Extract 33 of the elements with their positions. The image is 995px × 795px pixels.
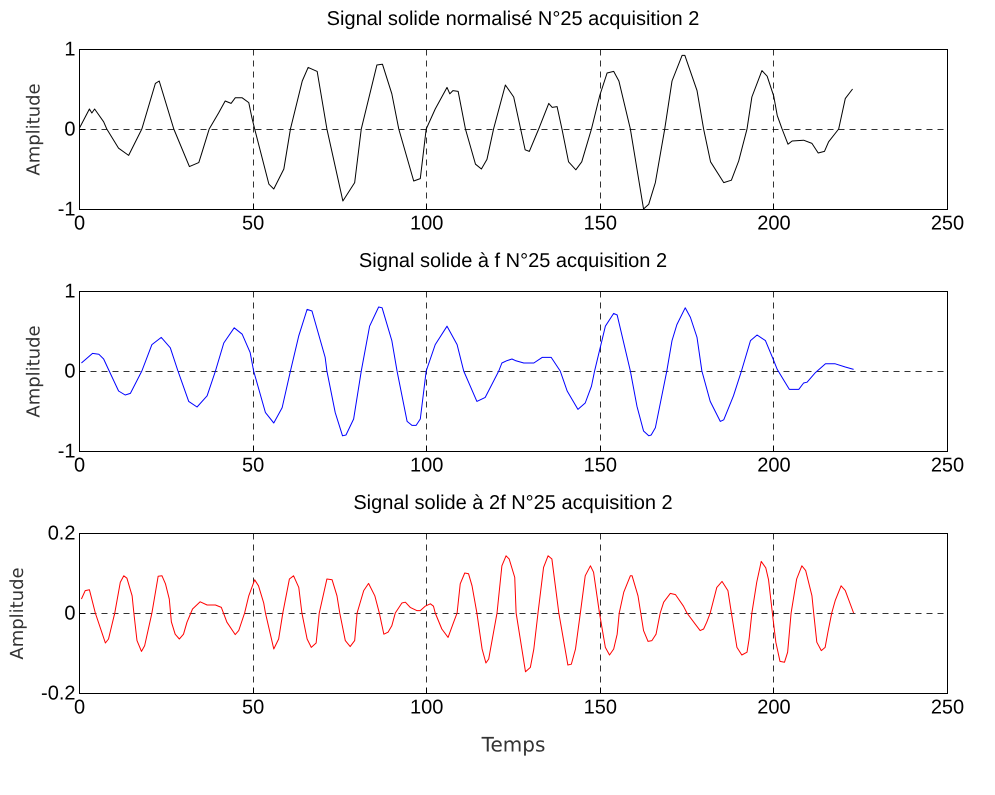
chart-title: Signal solide à 2f N°25 acquisition 2 [353, 492, 673, 514]
y-tick-label: 0 [64, 602, 76, 624]
y-tick-label: -1 [58, 198, 76, 220]
x-tick-label: 250 [930, 212, 964, 234]
y-tick-label: 1 [64, 38, 76, 60]
x-tick-label: 100 [410, 212, 444, 234]
x-tick-label: 50 [242, 454, 264, 476]
y-tick-label: 0 [64, 118, 76, 140]
line-series [80, 306, 854, 436]
y-tick-label: 1 [64, 280, 76, 302]
x-tick-label: 100 [410, 696, 444, 718]
line-series [80, 555, 854, 672]
x-tick-label: 50 [242, 212, 264, 234]
y-tick-label: 0.2 [48, 522, 76, 544]
x-tick-label: 200 [757, 212, 791, 234]
x-tick-label: 200 [757, 696, 791, 718]
chart-title: Signal solide à f N°25 acquisition 2 [358, 250, 668, 272]
y-tick-label: -1 [58, 440, 76, 462]
chart-title: Signal solide normalisé N°25 acquisition 2 [326, 8, 700, 30]
x-tick-label: 100 [410, 454, 444, 476]
x-tick-label: 150 [584, 212, 617, 234]
y-axis-title: Amplitude [7, 567, 28, 660]
x-tick-label: 50 [242, 696, 264, 718]
x-tick-label: 200 [757, 454, 791, 476]
y-axis-title: Amplitude [24, 325, 45, 418]
x-tick-label: 150 [584, 454, 617, 476]
y-axis-title: Amplitude [24, 83, 45, 176]
x-tick-label: 250 [930, 696, 964, 718]
y-tick-label: -0.2 [41, 682, 76, 704]
x-tick-label: 250 [930, 454, 964, 476]
x-axis-title: Temps [480, 732, 546, 756]
x-tick-label: 150 [584, 696, 617, 718]
y-tick-label: 0 [64, 360, 76, 382]
